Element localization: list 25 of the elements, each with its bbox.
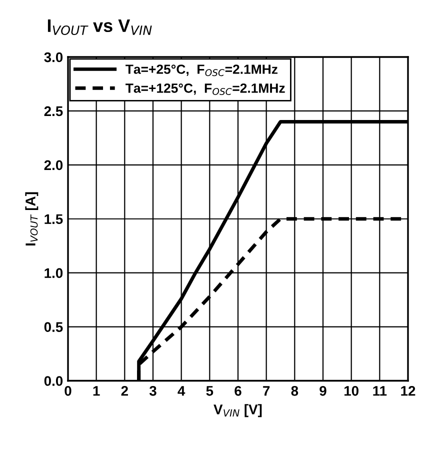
x-tick-label: 9 <box>320 386 326 396</box>
x-tick-label: 4 <box>178 386 186 396</box>
x-tick-label: 10 <box>344 386 358 396</box>
x-tick-label: 2 <box>121 386 128 396</box>
y-tick-label: 1.0 <box>44 268 63 278</box>
x-tick-label: 11 <box>373 386 387 396</box>
y-tick-label: 0.5 <box>44 322 63 332</box>
legend-label: Ta=+125°C, F$_{OSC}$=2.1MHz <box>126 83 285 95</box>
x-tick-label: 12 <box>401 386 416 396</box>
y-tick-label: 0.0 <box>44 376 63 386</box>
x-tick-label: 3 <box>149 386 156 396</box>
x-axis-title: V$_{VIN}$ [V] <box>214 404 262 418</box>
y-tick-label: 2.5 <box>44 106 63 116</box>
x-tick-label: 6 <box>234 386 242 396</box>
x-tick-label: 7 <box>263 386 270 396</box>
x-tick-label: 1 <box>93 386 100 396</box>
y-axis-title: I$_{VOUT}$ [A] <box>25 192 38 246</box>
x-tick-label: 8 <box>291 386 298 396</box>
x-tick-label: 0 <box>64 386 72 396</box>
y-tick-label: 2.0 <box>44 160 63 170</box>
x-tick-label: 5 <box>206 386 214 396</box>
y-tick-label: 3.0 <box>44 52 63 62</box>
legend-label: Ta=+25°C, F$_{OSC}$=2.1MHz <box>126 64 278 76</box>
y-tick-label: 1.5 <box>44 214 63 224</box>
chart-title: I$_{VOUT}$ vs V$_{VIN}$ <box>48 19 152 36</box>
